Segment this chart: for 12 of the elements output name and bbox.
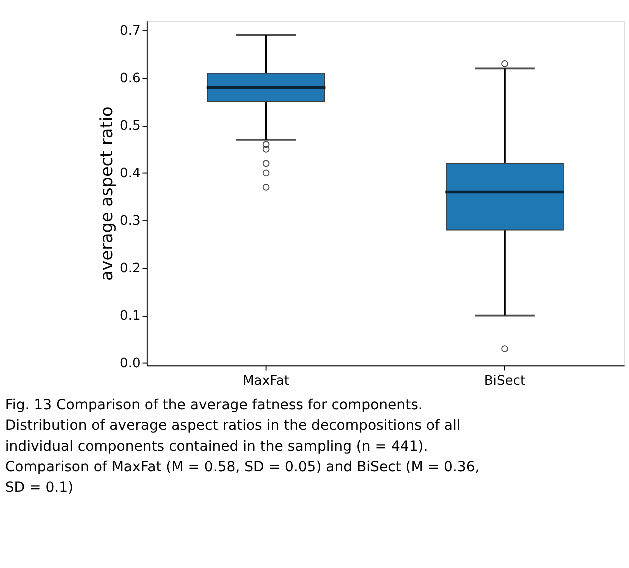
y-axis-title: average aspect ratio — [96, 106, 117, 282]
x-tick-label: BiSect — [484, 374, 526, 389]
y-tick-label: 0.3 — [120, 214, 141, 229]
caption: Fig. 13 Comparison of the average fatness for components. Distribution of average aspect ratios in the decompositions of all individual components contained in the sampling (n = 441). Comparison of MaxFat (M = 0.58, SD = 0.05) and BiSect (M = 0.36, SD = 0.1) — [5, 398, 480, 496]
y-tick-label: 0.5 — [120, 118, 141, 134]
y-tick-label: 0.2 — [120, 261, 141, 276]
y-tick-label: 0.1 — [120, 308, 141, 324]
y-tick-label: 0.7 — [120, 24, 141, 39]
x-tick-label: MaxFat — [243, 374, 290, 389]
y-tick-label: 0.0 — [120, 356, 141, 372]
y-tick-label: 0.6 — [120, 71, 141, 86]
y-tick-label: 0.4 — [120, 166, 141, 182]
